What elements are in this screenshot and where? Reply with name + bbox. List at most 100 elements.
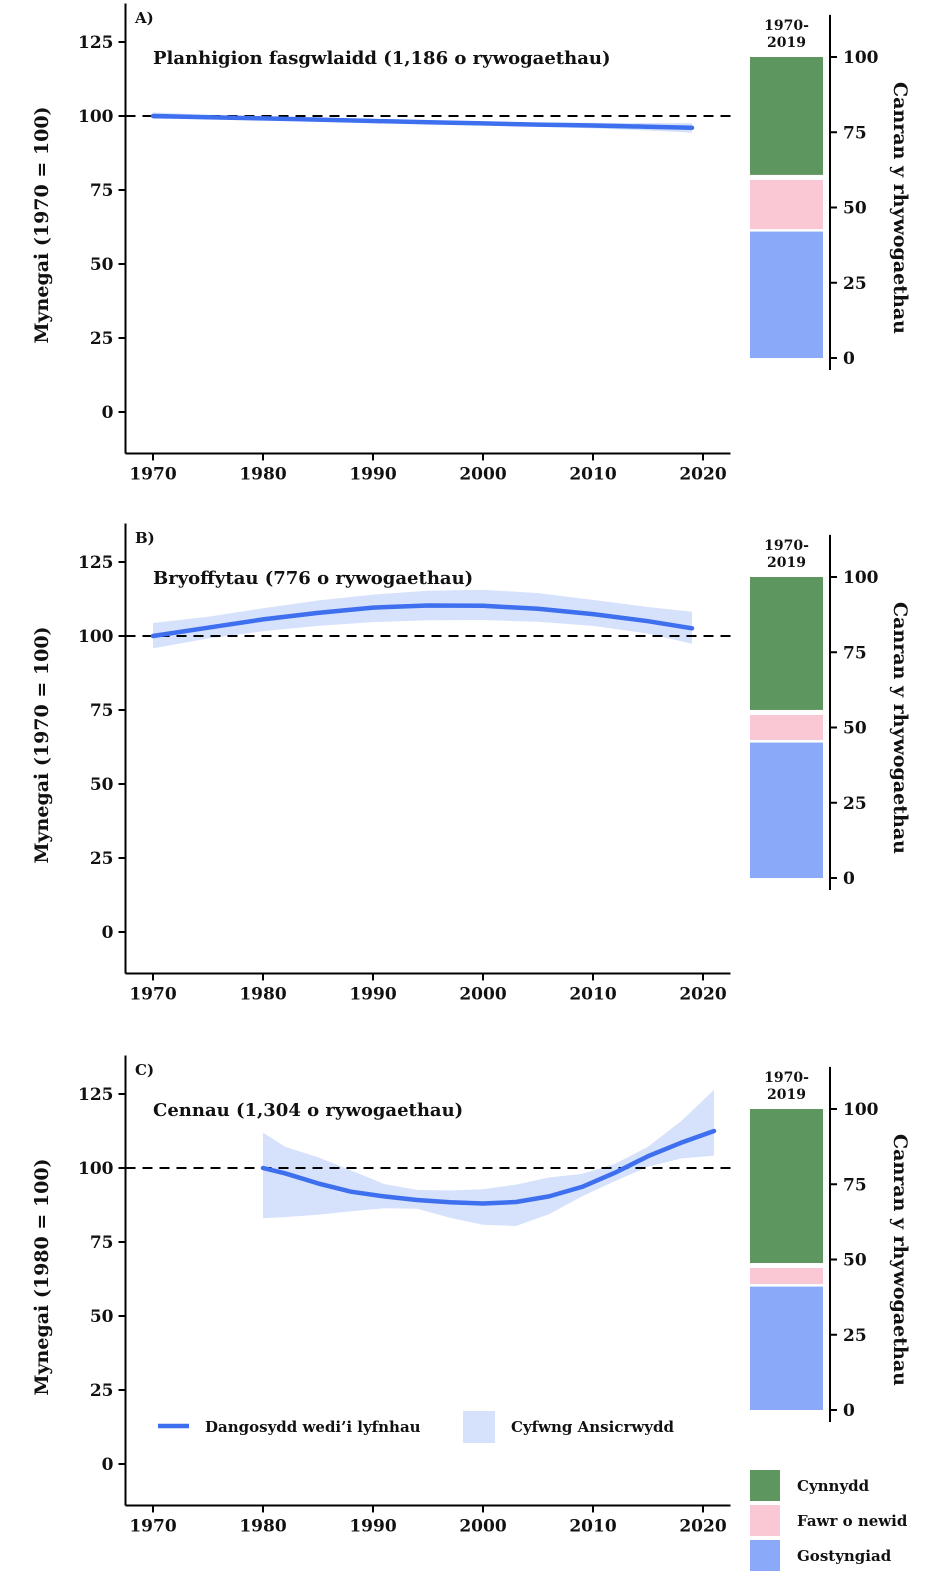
bar-axis-tick-label: 75 xyxy=(843,1175,867,1195)
bar-axis-title: Canran y rhywogaethau xyxy=(889,602,911,854)
bar-axis-tick-label: 75 xyxy=(843,643,867,663)
y-axis-title: Mynegai (1980 = 100) xyxy=(31,1158,53,1395)
panel-2: B) Bryoffytau (776 o rywogaethau) 0 25 50 75 1… xyxy=(31,523,911,1004)
panel-tag: A) xyxy=(134,9,154,27)
x-tick-label: 2020 xyxy=(679,1516,726,1536)
x-tick-label: 2010 xyxy=(569,464,616,484)
y-tick-label: 50 xyxy=(90,1307,114,1327)
y-tick-label: 100 xyxy=(78,107,114,127)
bar-legend-label: Cynnydd xyxy=(797,1477,870,1495)
panel-title: Bryoffytau (776 o rywogaethau) xyxy=(153,568,473,589)
period-label: 1970-2019 xyxy=(764,18,809,51)
x-tick-label: 2010 xyxy=(569,1516,616,1536)
period-label-line: 2019 xyxy=(767,35,806,51)
x-tick-label: 2010 xyxy=(569,984,616,1004)
x-tick-label: 1990 xyxy=(349,464,396,484)
x-tick-label: 1990 xyxy=(349,1516,396,1536)
bar-axis-title: Canran y rhywogaethau xyxy=(889,1134,911,1386)
y-tick-label: 25 xyxy=(90,849,114,869)
x-tick-label: 2020 xyxy=(679,464,726,484)
period-label-line: 2019 xyxy=(767,1087,806,1103)
bar-legend-swatch xyxy=(750,1540,780,1571)
y-tick-label: 25 xyxy=(90,1381,114,1401)
bar-axis-title: Canran y rhywogaethau xyxy=(889,82,911,334)
bar-segment-little-change xyxy=(750,1268,823,1285)
smoothed-line xyxy=(260,1128,717,1206)
period-label-line: 1970- xyxy=(764,1070,809,1086)
y-tick-label: 0 xyxy=(102,1455,114,1475)
bar-legend-swatch xyxy=(750,1470,780,1501)
bar-segment-increase xyxy=(750,1109,823,1264)
y-tick-label: 0 xyxy=(102,403,114,423)
x-tick-label: 2000 xyxy=(459,464,506,484)
bar-legend-swatch xyxy=(750,1505,780,1536)
x-tick-label: 1980 xyxy=(239,1516,286,1536)
x-tick-label: 2020 xyxy=(679,984,726,1004)
y-axis-title: Mynegai (1970 = 100) xyxy=(31,106,53,343)
y-tick-label: 25 xyxy=(90,329,114,349)
bar-axis-tick-label: 50 xyxy=(843,199,867,219)
y-tick-label: 75 xyxy=(90,1233,114,1253)
y-tick-label: 100 xyxy=(78,627,114,647)
period-label-line: 1970- xyxy=(764,18,809,34)
x-tick-label: 2000 xyxy=(459,984,506,1004)
period-label-line: 2019 xyxy=(767,555,806,571)
y-axis-title: Mynegai (1970 = 100) xyxy=(31,626,53,863)
bar-axis-tick-label: 50 xyxy=(843,1251,867,1271)
bar-legend-label: Fawr o newid xyxy=(797,1512,908,1530)
bar-axis-tick-label: 0 xyxy=(843,1401,855,1421)
bar-segment-decrease xyxy=(750,231,823,358)
y-tick-label: 0 xyxy=(102,923,114,943)
bar-axis-tick-label: 100 xyxy=(843,48,879,68)
panel-tag: C) xyxy=(135,1061,154,1079)
bar-axis-tick-label: 0 xyxy=(843,349,855,369)
y-tick-label: 75 xyxy=(90,181,114,201)
period-label: 1970-2019 xyxy=(764,1070,809,1103)
y-tick-label: 100 xyxy=(78,1159,114,1179)
bar-legend-label: Gostyngiad xyxy=(797,1547,892,1565)
bar-axis-tick-label: 0 xyxy=(843,869,855,889)
period-label: 1970-2019 xyxy=(764,538,809,571)
bar-segment-little-change xyxy=(750,714,823,741)
bar-segment-decrease xyxy=(750,742,823,878)
panel-1: A) Planhigion fasgwlaidd (1,186 o rywogae… xyxy=(31,3,911,484)
bar-axis-tick-label: 100 xyxy=(843,1100,879,1120)
panel-3: C) Cennau (1,304 o rywogaethau) 0 25 50 75 100… xyxy=(31,1055,911,1536)
legend-ci-label: Cyfwng Ansicrwydd xyxy=(511,1418,674,1436)
legend-smoothed-label: Dangosydd wedi’i lyfnhau xyxy=(205,1418,421,1436)
bar-segment-little-change xyxy=(750,179,823,230)
y-tick-label: 50 xyxy=(90,775,114,795)
smoothed-line xyxy=(150,603,695,639)
y-tick-label: 125 xyxy=(78,1085,114,1105)
bar-segment-decrease xyxy=(750,1286,823,1410)
x-tick-label: 1970 xyxy=(129,1516,176,1536)
bar-segment-increase xyxy=(750,577,823,710)
bar-segment-increase xyxy=(750,57,823,175)
panel-tag: B) xyxy=(135,529,155,547)
y-tick-label: 125 xyxy=(78,553,114,573)
x-tick-label: 1970 xyxy=(129,984,176,1004)
panel-title: Planhigion fasgwlaidd (1,186 o rywogaeth… xyxy=(153,48,610,69)
bar-legend: Cynnydd Fawr o newid Gostyngiad xyxy=(750,1470,908,1571)
x-tick-label: 2000 xyxy=(459,1516,506,1536)
uncertainty-band xyxy=(263,1089,714,1226)
line-legend: Dangosydd wedi’i lyfnhau Cyfwng Ansicrwyd… xyxy=(158,1411,674,1443)
bar-axis-tick-label: 25 xyxy=(843,1326,867,1346)
smoothed-line xyxy=(150,113,695,131)
period-label-line: 1970- xyxy=(764,538,809,554)
bar-axis-tick-label: 100 xyxy=(843,568,879,588)
legend-ci-swatch xyxy=(463,1411,495,1443)
uncertainty-band xyxy=(153,589,692,649)
y-tick-label: 75 xyxy=(90,701,114,721)
bar-axis-tick-label: 25 xyxy=(843,274,867,294)
bar-axis-tick-label: 50 xyxy=(843,719,867,739)
x-tick-label: 1980 xyxy=(239,464,286,484)
bar-axis-tick-label: 75 xyxy=(843,123,867,143)
x-tick-label: 1990 xyxy=(349,984,396,1004)
x-tick-label: 1980 xyxy=(239,984,286,1004)
y-tick-label: 50 xyxy=(90,255,114,275)
panel-title: Cennau (1,304 o rywogaethau) xyxy=(153,1100,463,1121)
bar-axis-tick-label: 25 xyxy=(843,794,867,814)
x-tick-label: 1970 xyxy=(129,464,176,484)
